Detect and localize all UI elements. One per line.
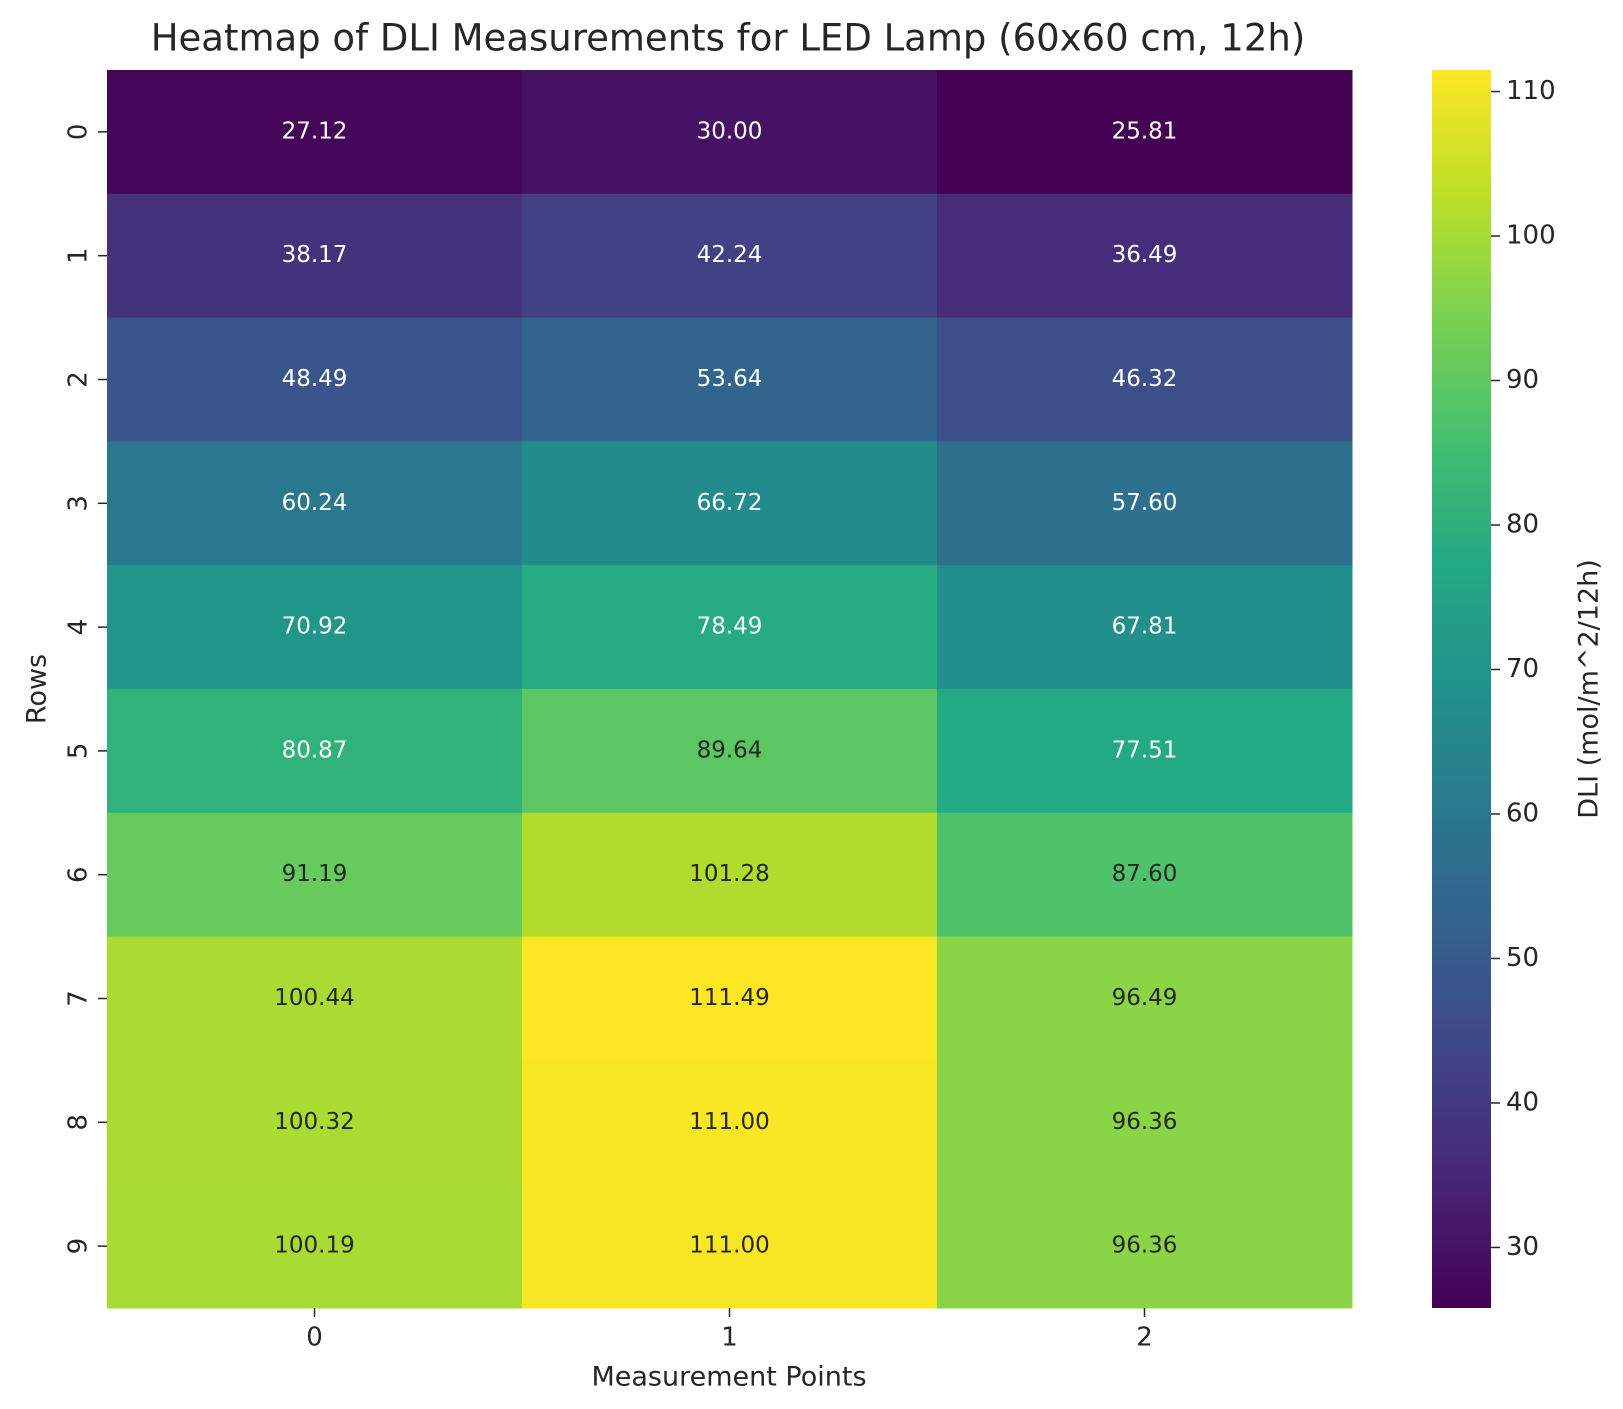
y-tick-label: 4 bbox=[64, 619, 94, 636]
y-tick-label: 2 bbox=[64, 371, 94, 388]
heatmap-cell bbox=[522, 317, 938, 442]
heatmap-cell bbox=[937, 193, 1353, 319]
heatmap-cell bbox=[107, 441, 523, 566]
heatmap-cell bbox=[107, 1060, 523, 1185]
colorbar-tick-label: 110 bbox=[1506, 76, 1556, 106]
cell-label: 96.36 bbox=[1112, 1109, 1178, 1135]
heatmap-cell bbox=[937, 70, 1353, 195]
heatmap-cell bbox=[937, 317, 1353, 442]
heatmap-cell bbox=[522, 70, 938, 195]
heatmap-cell bbox=[107, 936, 523, 1061]
y-tick-label: 7 bbox=[64, 990, 94, 1007]
colorbar-tick-label: 60 bbox=[1506, 798, 1539, 828]
cell-label: 80.87 bbox=[282, 737, 348, 763]
cell-label: 67.81 bbox=[1112, 614, 1178, 640]
y-tick-label: 1 bbox=[64, 247, 94, 264]
cell-label: 25.81 bbox=[1112, 118, 1178, 144]
cell-label: 78.49 bbox=[697, 614, 763, 640]
cell-label: 70.92 bbox=[282, 614, 348, 640]
x-axis-label: Measurement Points bbox=[591, 1362, 866, 1393]
heatmap-cell bbox=[107, 317, 523, 442]
colorbar bbox=[1432, 70, 1491, 1308]
y-tick-label: 6 bbox=[64, 866, 94, 883]
colorbar-tick-label: 90 bbox=[1506, 365, 1539, 395]
heatmap-cell bbox=[937, 1184, 1353, 1309]
heatmap-cell bbox=[522, 936, 938, 1061]
x-tick-label: 2 bbox=[1136, 1323, 1153, 1353]
colorbar-label: DLI (mol/m^2/12h) bbox=[1574, 559, 1605, 819]
colorbar-tick-label: 70 bbox=[1506, 654, 1539, 684]
heatmap-cell bbox=[522, 565, 938, 690]
cell-label: 42.24 bbox=[697, 242, 763, 268]
heatmap-cell bbox=[522, 441, 938, 566]
colorbar-tick-label: 50 bbox=[1506, 943, 1539, 973]
cell-label: 100.19 bbox=[274, 1233, 354, 1259]
heatmap-cell bbox=[937, 936, 1353, 1061]
cell-label: 89.64 bbox=[697, 737, 763, 763]
cell-label: 46.32 bbox=[1112, 366, 1178, 392]
cell-label: 96.36 bbox=[1112, 1233, 1178, 1259]
heatmap-cell bbox=[522, 812, 938, 938]
colorbar-tick-label: 40 bbox=[1506, 1087, 1539, 1117]
cell-label: 36.49 bbox=[1112, 242, 1178, 268]
cell-label: 66.72 bbox=[697, 490, 763, 516]
cell-label: 101.28 bbox=[689, 861, 769, 887]
heatmap-cell bbox=[107, 565, 523, 690]
heatmap-cell bbox=[937, 565, 1353, 690]
chart-title: Heatmap of DLI Measurements for LED Lamp… bbox=[151, 17, 1306, 60]
heatmap-cell bbox=[937, 441, 1353, 566]
colorbar-tick-label: 100 bbox=[1506, 221, 1556, 251]
cell-label: 91.19 bbox=[282, 861, 348, 887]
heatmap-cell bbox=[522, 1060, 938, 1185]
cell-label: 60.24 bbox=[282, 490, 348, 516]
cell-label: 111.00 bbox=[689, 1233, 769, 1259]
heatmap-cell bbox=[522, 193, 938, 319]
cell-label: 111.00 bbox=[689, 1109, 769, 1135]
y-tick-label: 3 bbox=[64, 495, 94, 512]
y-tick-label: 8 bbox=[64, 1114, 94, 1131]
heatmap-cell bbox=[107, 812, 523, 938]
cell-label: 53.64 bbox=[697, 366, 763, 392]
cell-label: 77.51 bbox=[1112, 737, 1178, 763]
y-tick-label: 5 bbox=[64, 743, 94, 760]
colorbar-tick-label: 30 bbox=[1506, 1232, 1539, 1262]
heatmap-cell bbox=[937, 1060, 1353, 1185]
cell-label: 96.49 bbox=[1112, 985, 1178, 1011]
cell-label: 100.32 bbox=[274, 1109, 354, 1135]
heatmap-cell bbox=[937, 812, 1353, 938]
heatmap-cell bbox=[937, 689, 1353, 814]
y-tick-label: 0 bbox=[64, 124, 94, 141]
heatmap-cell bbox=[107, 1184, 523, 1309]
heatmap-cell bbox=[107, 689, 523, 814]
y-tick-label: 9 bbox=[64, 1238, 94, 1255]
heatmap-cell bbox=[107, 193, 523, 319]
cell-label: 100.44 bbox=[274, 985, 354, 1011]
x-tick-label: 0 bbox=[306, 1323, 323, 1353]
cell-label: 111.49 bbox=[689, 985, 769, 1011]
colorbar-tick-label: 80 bbox=[1506, 510, 1539, 540]
cell-label: 30.00 bbox=[697, 118, 763, 144]
x-tick-label: 1 bbox=[721, 1323, 738, 1353]
y-axis-label: Rows bbox=[22, 654, 53, 724]
cell-label: 38.17 bbox=[282, 242, 348, 268]
heatmap-cell bbox=[522, 689, 938, 814]
cell-label: 48.49 bbox=[282, 366, 348, 392]
cell-label: 57.60 bbox=[1112, 490, 1178, 516]
heatmap-cell bbox=[522, 1184, 938, 1309]
heatmap-cell bbox=[107, 70, 523, 195]
cell-label: 87.60 bbox=[1112, 861, 1178, 887]
cell-label: 27.12 bbox=[282, 118, 348, 144]
